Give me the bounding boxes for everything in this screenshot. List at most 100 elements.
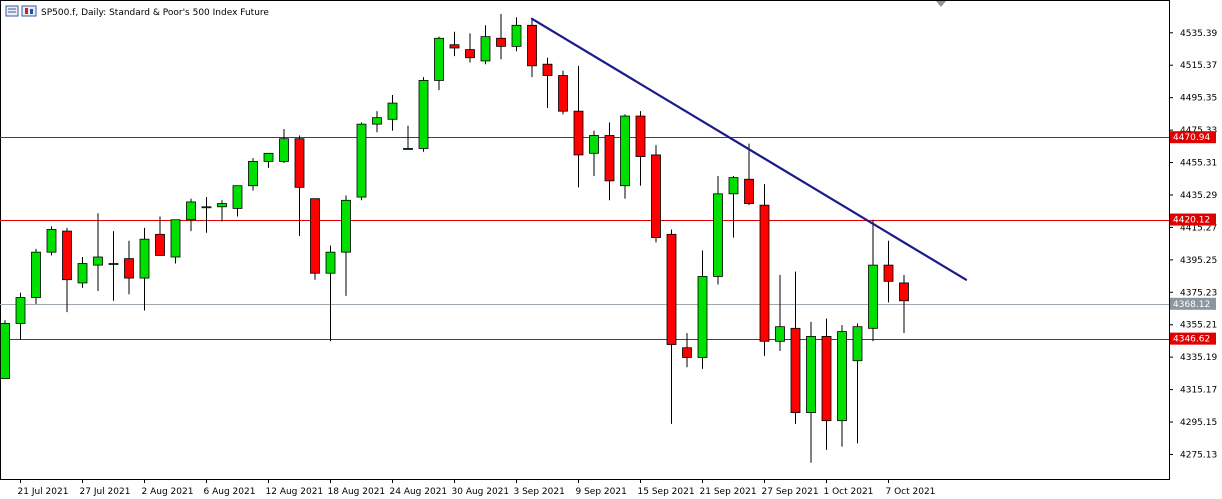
candle[interactable]	[465, 33, 475, 63]
candle[interactable]	[139, 227, 150, 311]
candle[interactable]	[759, 184, 770, 356]
candle[interactable]	[542, 57, 553, 108]
candle-body-bullish	[341, 199, 351, 253]
candle-body-bearish	[310, 198, 320, 274]
candle[interactable]	[108, 231, 119, 301]
candle[interactable]	[666, 229, 677, 424]
candle-body-bullish	[186, 201, 196, 221]
candle[interactable]	[403, 125, 413, 150]
candle-body-bullish	[403, 148, 413, 150]
candle[interactable]	[341, 195, 351, 296]
candle[interactable]	[573, 65, 584, 188]
candle[interactable]	[418, 77, 429, 152]
candle-body-bearish	[558, 75, 568, 112]
candle[interactable]	[852, 323, 863, 444]
candle[interactable]	[868, 219, 878, 342]
candle[interactable]	[434, 36, 444, 91]
candle[interactable]	[310, 198, 320, 280]
candle[interactable]	[15, 292, 26, 340]
candle[interactable]	[217, 200, 227, 222]
candle[interactable]	[232, 185, 243, 217]
candle[interactable]	[790, 271, 801, 424]
x-tick-label: 15 Sep 2021	[638, 487, 695, 497]
trend-layer	[530, 17, 968, 281]
candle[interactable]	[248, 158, 258, 191]
candle-body-bearish	[666, 233, 677, 345]
candle[interactable]	[775, 274, 785, 351]
candle-body-bullish	[728, 177, 739, 195]
candle[interactable]	[806, 321, 816, 463]
level-price-tag-box	[1170, 131, 1216, 144]
candle[interactable]	[201, 197, 212, 233]
candle[interactable]	[0, 320, 10, 379]
y-tick-label: 4335.19	[1180, 353, 1217, 363]
candle[interactable]	[883, 240, 894, 303]
candle[interactable]	[263, 152, 274, 168]
candle[interactable]	[449, 31, 460, 57]
candle-body-bearish	[821, 336, 832, 422]
candle[interactable]	[713, 175, 723, 285]
candle[interactable]	[77, 257, 88, 288]
candle[interactable]	[155, 216, 165, 256]
candle-body-bearish	[449, 44, 460, 49]
candle[interactable]	[124, 240, 134, 295]
trend-line[interactable]	[530, 17, 968, 281]
candle-body-bearish	[883, 264, 894, 282]
candle[interactable]	[294, 135, 305, 236]
candle[interactable]	[682, 333, 692, 368]
candle[interactable]	[356, 122, 367, 201]
candle-body-bearish	[62, 230, 72, 281]
candle[interactable]	[744, 143, 754, 206]
plot-border	[0, 0, 1170, 480]
candle[interactable]	[93, 213, 103, 292]
candle[interactable]	[604, 122, 615, 201]
scroll-shift-marker[interactable]	[936, 1, 946, 7]
candle[interactable]	[589, 130, 599, 176]
candle[interactable]	[496, 13, 506, 60]
candle[interactable]	[821, 318, 832, 450]
candle-body-bearish	[682, 347, 692, 358]
candle[interactable]	[387, 94, 398, 131]
candle-body-bullish	[356, 123, 367, 198]
candle[interactable]	[31, 248, 41, 305]
candle[interactable]	[170, 219, 181, 264]
candle[interactable]	[651, 145, 661, 243]
candle[interactable]	[46, 226, 57, 256]
y-tick-label: 4495.35	[1180, 94, 1217, 104]
x-tick-label: 7 Oct 2021	[886, 487, 936, 497]
candle[interactable]	[186, 198, 196, 232]
candle[interactable]	[837, 325, 847, 447]
x-tick-label: 1 Oct 2021	[824, 487, 874, 497]
candle[interactable]	[372, 111, 382, 133]
candle-body-bullish	[0, 323, 10, 379]
candle[interactable]	[620, 114, 630, 199]
candle-body-bullish	[697, 276, 708, 358]
candle[interactable]	[511, 17, 522, 52]
candle[interactable]	[635, 111, 646, 186]
candle-body-bullish	[589, 135, 599, 154]
candle-body-bearish	[294, 138, 305, 188]
candle[interactable]	[325, 245, 336, 342]
x-tick-label: 27 Sep 2021	[762, 487, 819, 497]
candle-body-bullish	[263, 152, 274, 162]
y-tick-label: 4375.23	[1180, 288, 1217, 298]
candle[interactable]	[527, 18, 537, 78]
candle[interactable]	[62, 227, 72, 313]
x-tick-label: 9 Sep 2021	[576, 487, 627, 497]
candles-layer	[0, 13, 909, 463]
y-tick-label: 4395.25	[1180, 256, 1217, 266]
candle[interactable]	[480, 25, 491, 65]
y-tick-label: 4295.15	[1180, 418, 1217, 428]
candle[interactable]	[899, 274, 909, 334]
chart-window-icon[interactable]	[5, 5, 19, 17]
chart-type-icon[interactable]	[21, 5, 37, 17]
candle-body-bullish	[418, 79, 429, 149]
candle-body-bullish	[852, 326, 863, 362]
x-tick-label: 2 Aug 2021	[142, 487, 194, 497]
candle[interactable]	[279, 129, 289, 164]
candle[interactable]	[697, 250, 708, 369]
candle[interactable]	[728, 175, 739, 238]
candle[interactable]	[558, 70, 568, 115]
